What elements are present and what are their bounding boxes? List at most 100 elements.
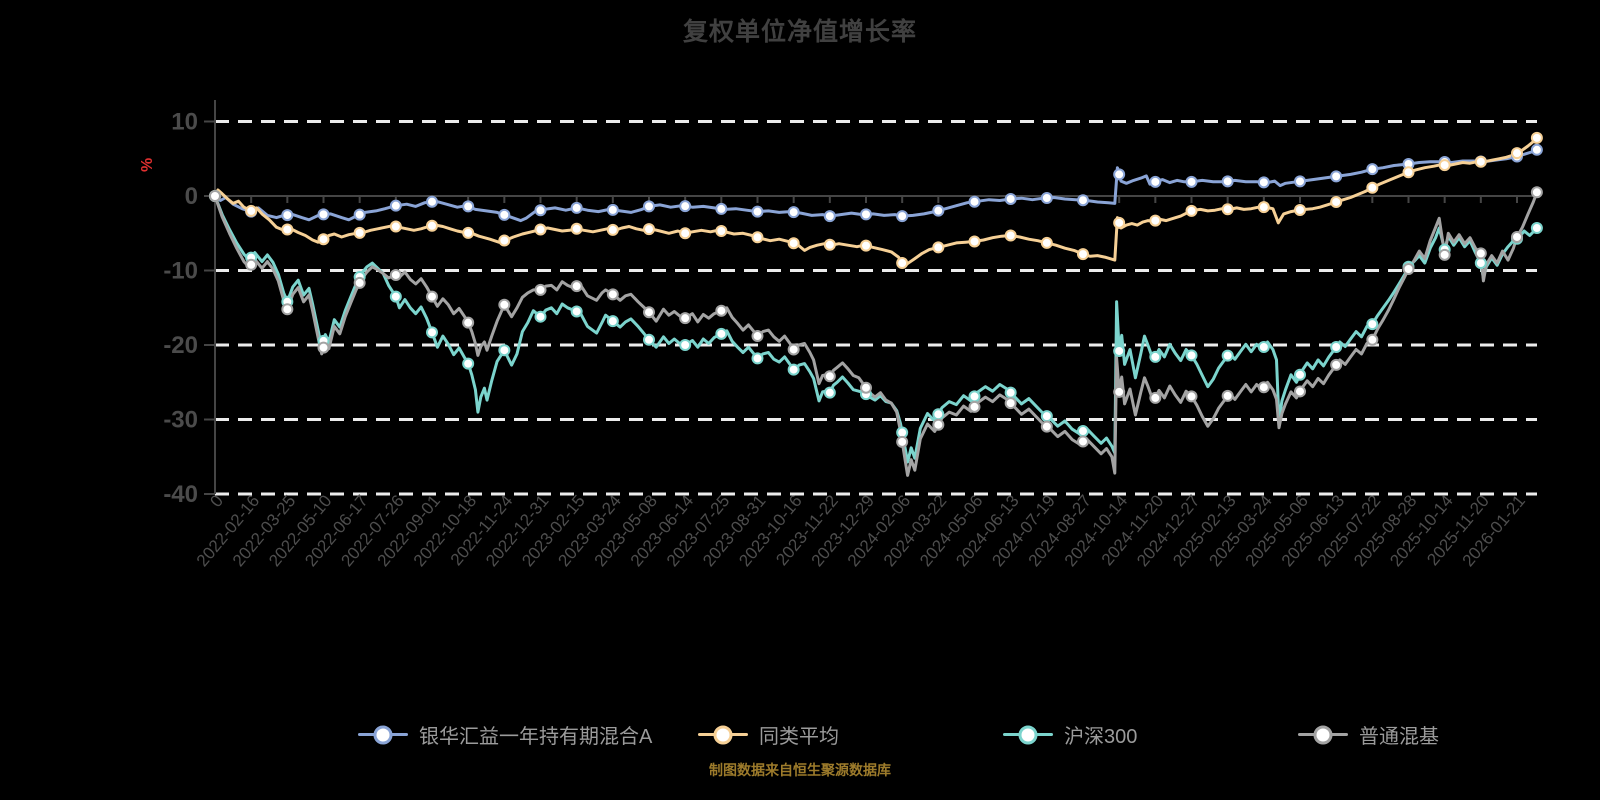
series-marker-3 [896,435,909,448]
series-marker-3 [1366,333,1379,346]
series-marker-3 [823,370,836,383]
series-marker-0 [1113,168,1126,181]
series-marker-1 [353,226,366,239]
series-marker-2 [1077,425,1089,438]
legend-item-1[interactable]: 同类平均 [698,720,839,749]
series-marker-2 [606,315,619,328]
series-marker-3 [245,258,258,271]
series-marker-3 [1511,230,1523,243]
series-marker-3 [1330,358,1343,371]
series-marker-0 [932,204,945,217]
series-marker-0 [462,200,475,213]
series-marker-1 [787,237,800,250]
series-marker-2 [570,305,583,318]
legend-marker-circle [373,725,393,744]
series-marker-2 [1185,349,1198,362]
series-marker-3 [606,288,619,301]
series-marker-0 [1149,175,1162,188]
series-marker-1 [317,233,330,246]
series-marker-3 [498,298,511,311]
series-marker-1 [679,227,692,240]
series-marker-1 [1257,201,1270,214]
series-marker-3 [389,268,402,281]
series-marker-3 [1294,385,1306,398]
legend-label: 普通混基 [1359,726,1439,748]
series-marker-3 [281,303,294,316]
series-marker-1 [1149,214,1162,227]
series-marker-0 [317,208,330,221]
legend-label: 沪深300 [1064,726,1138,748]
series-marker-2 [1530,222,1543,235]
series-line-1 [213,136,1539,268]
series-marker-0 [896,210,909,223]
series-marker-3 [353,276,366,289]
series-marker-3 [462,316,475,329]
series-marker-3 [751,330,764,343]
series-marker-0 [1294,175,1306,188]
legend-marker-circle [713,725,733,744]
series-marker-2 [643,333,655,346]
series-marker-0 [1330,170,1343,183]
series-marker-1 [1004,229,1017,242]
series-marker-3 [209,190,221,202]
series-marker-1 [1366,181,1379,194]
series-marker-0 [389,199,402,212]
series-marker-2 [1221,349,1234,362]
legend-marker-circle [1313,725,1333,744]
series-marker-1 [968,235,981,248]
legend-line-swatch [1298,725,1348,744]
series-marker-2 [426,326,438,339]
series-marker-1 [751,231,764,244]
series-marker-1 [1530,131,1543,144]
y-axis-unit-label: % [139,158,156,172]
series-marker-2 [932,408,945,421]
series-marker-0 [1366,163,1379,176]
series-marker-1 [643,223,655,236]
series-marker-1 [1330,195,1343,208]
series-marker-1 [534,223,547,236]
series-marker-1 [498,234,511,247]
series-marker-2 [462,357,475,370]
series-marker-1 [570,222,583,235]
legend-item-2[interactable]: 沪深300 [1003,720,1137,749]
series-marker-3 [1004,397,1017,410]
series-marker-2 [1474,257,1487,270]
legend-item-3[interactable]: 普通混基 [1298,720,1439,749]
y-axis-label: -40 [163,481,198,508]
series-marker-2 [751,352,764,365]
series-marker-0 [968,195,981,208]
series-marker-2 [1257,340,1270,353]
series-marker-1 [606,223,619,236]
series-marker-3 [534,283,547,296]
y-axis-label: 10 [171,109,198,136]
series-marker-0 [751,205,764,218]
series-marker-0 [570,201,583,214]
series-marker-3 [643,306,655,319]
series-marker-1 [1113,216,1126,229]
legend-item-0[interactable]: 银华汇益一年持有期混合A [358,720,652,749]
series-marker-0 [715,202,728,215]
series-marker-3 [426,290,438,303]
series-marker-3 [1530,186,1543,199]
series-marker-0 [860,208,872,221]
chart-title: 复权单位净值增长率 [682,18,917,46]
series-marker-3 [1402,263,1415,276]
series-marker-3 [1149,391,1162,404]
series-marker-2 [823,386,836,399]
series-marker-3 [968,400,981,413]
series-marker-0 [1040,191,1053,204]
series-marker-3 [1474,247,1487,260]
series-marker-0 [1004,192,1017,205]
series-marker-1 [823,238,836,251]
series-marker-3 [1221,389,1234,402]
y-axis-label: 0 [185,183,198,210]
series-line-0 [213,148,1539,223]
series-marker-0 [679,200,692,213]
series-marker-0 [426,195,438,208]
series-marker-1 [1221,203,1234,216]
series-marker-2 [679,339,692,351]
series-marker-2 [1004,386,1017,399]
series-marker-2 [1040,410,1053,423]
series-marker-1 [860,239,872,252]
